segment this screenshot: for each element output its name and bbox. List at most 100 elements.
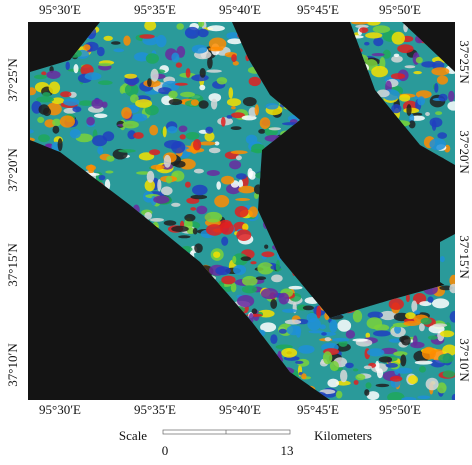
longitude-label: 95°35′E <box>134 2 176 17</box>
terrain-patch <box>121 107 132 119</box>
terrain-patch <box>399 94 411 102</box>
terrain-patch <box>198 22 205 28</box>
terrain-patch <box>231 54 237 63</box>
terrain-patch <box>390 375 403 382</box>
terrain-patch <box>226 115 233 119</box>
terrain-patch <box>194 243 203 253</box>
terrain-patch <box>213 251 221 258</box>
terrain-patch <box>163 154 172 168</box>
longitude-label: 95°40′E <box>219 402 261 417</box>
terrain-patch <box>146 170 155 183</box>
terrain-patch <box>230 112 245 119</box>
terrain-patch <box>34 74 47 80</box>
terrain-patch <box>232 253 249 266</box>
terrain-patch <box>175 82 188 86</box>
terrain-patch <box>180 91 195 98</box>
terrain-patch <box>196 205 208 215</box>
terrain-patch <box>429 117 443 128</box>
terrain-patch <box>144 212 152 220</box>
terrain-patch <box>393 53 400 57</box>
terrain-patch <box>359 27 369 33</box>
terrain-patch <box>185 132 200 140</box>
terrain-patch <box>408 120 416 129</box>
terrain-patch <box>60 91 72 98</box>
terrain-patch <box>193 139 202 151</box>
terrain-patch <box>257 262 274 275</box>
terrain-patch <box>231 106 236 110</box>
terrain-patch <box>391 31 405 45</box>
terrain-patch <box>448 90 455 102</box>
terrain-patch <box>425 377 439 391</box>
terrain-patch <box>144 179 155 192</box>
terrain-patch <box>255 276 267 281</box>
terrain-patch <box>322 351 333 365</box>
terrain-patch <box>78 100 94 106</box>
terrain-patch <box>248 76 261 87</box>
terrain-patch <box>208 147 221 154</box>
terrain-patch <box>42 92 51 98</box>
terrain-patch <box>298 345 315 354</box>
terrain-patch <box>210 98 218 110</box>
terrain-patch <box>102 131 115 142</box>
terrain-patch <box>232 255 237 264</box>
terrain-patch <box>415 90 432 99</box>
terrain-patch <box>139 34 155 39</box>
terrain-patch <box>302 305 314 311</box>
terrain-patch <box>83 44 91 51</box>
terrain-patch <box>206 224 223 236</box>
terrain-patch <box>367 311 383 319</box>
terrain-patch <box>373 37 384 47</box>
latitude-label: 37°20′N <box>5 148 20 192</box>
terrain-patch <box>208 93 222 102</box>
terrain-patch <box>436 75 449 85</box>
terrain-patch <box>144 22 157 31</box>
terrain-patch <box>52 125 60 134</box>
terrain-patch <box>278 328 287 334</box>
terrain-patch <box>42 107 52 117</box>
terrain-patch <box>366 22 381 26</box>
terrain-patch <box>352 310 363 323</box>
terrain-patch <box>192 184 208 196</box>
longitude-label: 95°30′E <box>39 2 81 17</box>
terrain-patch <box>421 346 436 360</box>
terrain-patch <box>221 175 235 185</box>
terrain-patch <box>321 332 327 336</box>
terrain-patch <box>345 330 356 339</box>
terrain-patch <box>378 356 393 363</box>
longitude-label: 95°50′E <box>379 402 421 417</box>
terrain-patch <box>191 74 209 82</box>
terrain-patch <box>235 173 247 180</box>
terrain-patch <box>385 363 398 368</box>
terrain-patch <box>207 25 225 32</box>
terrain-patch <box>69 128 81 139</box>
terrain-patch <box>233 264 247 275</box>
terrain-patch <box>158 87 172 95</box>
terrain-patch <box>234 206 249 218</box>
terrain-patch <box>30 129 34 134</box>
terrain-patch <box>184 214 196 222</box>
terrain-patch <box>103 35 113 41</box>
terrain-patch <box>365 32 383 39</box>
terrain-patch <box>185 181 191 188</box>
terrain-patch <box>113 48 125 53</box>
terrain-patch <box>208 46 224 52</box>
terrain-patch <box>173 160 186 168</box>
terrain-patch <box>214 141 220 146</box>
terrain-patch <box>335 380 351 386</box>
terrain-patch <box>206 69 222 73</box>
terrain-patch <box>175 62 183 68</box>
terrain-patch <box>405 293 410 303</box>
terrain-patch <box>340 369 348 383</box>
terrain-patch <box>382 49 391 59</box>
terrain-patch <box>427 335 438 340</box>
terrain-patch <box>316 305 322 319</box>
terrain-patch <box>363 365 372 370</box>
terrain-patch <box>365 332 371 338</box>
terrain-patch <box>208 37 227 51</box>
scale-tick: 13 <box>281 443 294 458</box>
terrain-patch <box>216 77 228 85</box>
terrain-patch <box>247 168 253 179</box>
terrain-patch <box>449 311 455 323</box>
terrain-patch <box>365 382 372 389</box>
